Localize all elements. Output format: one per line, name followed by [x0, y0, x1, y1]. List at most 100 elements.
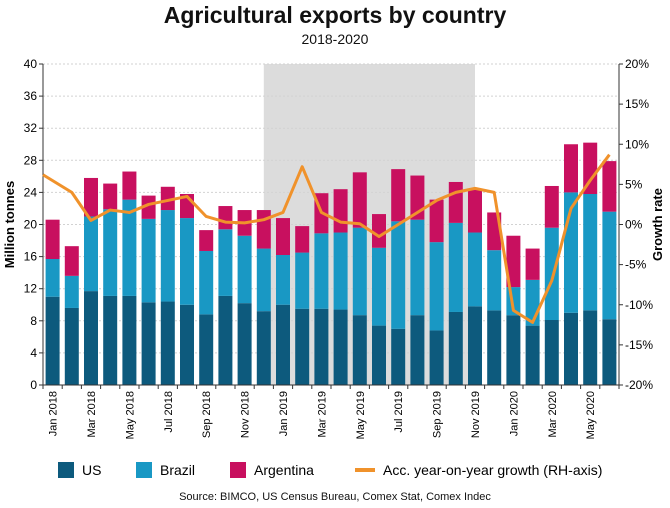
- bar-argentina: [64, 246, 79, 276]
- bar-brazil: [583, 194, 598, 311]
- bar-us: [295, 308, 310, 385]
- bar-brazil: [160, 210, 175, 302]
- bar-us: [506, 315, 521, 385]
- bar-us: [218, 295, 233, 385]
- bar-brazil: [314, 233, 329, 309]
- x-tick-label: May 2019: [355, 391, 367, 439]
- bar-brazil: [218, 229, 233, 296]
- y-tick-label: 0: [30, 378, 37, 392]
- bar-argentina: [84, 177, 98, 217]
- bar-argentina: [352, 172, 367, 228]
- x-tick-label: Mar 2018: [86, 391, 98, 437]
- bar-us: [84, 291, 98, 385]
- bar-argentina: [525, 248, 540, 280]
- y2-tick-label: -20%: [625, 378, 653, 392]
- bar-brazil: [199, 250, 214, 315]
- bar-argentina: [256, 210, 271, 249]
- bar-us: [199, 314, 214, 385]
- y-tick-label: 4: [30, 346, 37, 360]
- bar-brazil: [45, 259, 60, 297]
- bar-us: [160, 301, 175, 385]
- bar-us: [468, 306, 482, 385]
- x-tick-label: May 2018: [124, 391, 136, 439]
- x-tick-label: Sep 2019: [432, 391, 444, 438]
- x-tick-label: Mar 2020: [547, 391, 559, 437]
- legend-swatch: [136, 462, 152, 478]
- y2-tick-label: 15%: [625, 97, 649, 111]
- chart-source: Source: BIMCO, US Census Bureau, Comex S…: [179, 491, 491, 503]
- y2-tick-label: -5%: [625, 258, 647, 272]
- legend-label: Brazil: [160, 462, 195, 478]
- bar-us: [314, 308, 329, 385]
- bar-us: [180, 304, 194, 385]
- bar-us: [448, 311, 463, 385]
- bar-argentina: [141, 195, 156, 219]
- x-tick-label: Jan 2019: [278, 391, 290, 436]
- bar-us: [487, 310, 502, 385]
- bar-brazil: [448, 222, 463, 312]
- bar-argentina: [160, 186, 175, 211]
- bar-us: [429, 330, 444, 385]
- bar-brazil: [544, 227, 559, 320]
- bar-brazil: [122, 199, 137, 296]
- bar-argentina: [295, 226, 310, 253]
- x-tick-label: Jan 2018: [48, 391, 60, 436]
- bar-us: [45, 296, 60, 385]
- y2-tick-label: 0%: [625, 218, 643, 232]
- bar-argentina: [122, 171, 137, 200]
- bar-brazil: [372, 247, 386, 326]
- x-tick-label: Jul 2019: [393, 391, 405, 433]
- x-tick-label: Nov 2018: [240, 391, 252, 438]
- y2-tick-label: -10%: [625, 298, 653, 312]
- bar-argentina: [45, 219, 60, 260]
- legend-label: US: [82, 462, 101, 478]
- y-tick-label: 36: [24, 89, 38, 103]
- legend-swatch: [58, 462, 74, 478]
- bar-us: [391, 328, 406, 385]
- bar-us: [237, 303, 252, 385]
- bar-brazil: [64, 275, 79, 308]
- bar-brazil: [180, 218, 194, 305]
- bar-brazil: [333, 232, 348, 310]
- bar-us: [276, 304, 290, 385]
- y-tick-label: 8: [30, 314, 37, 328]
- bar-us: [602, 319, 617, 385]
- bar-us: [122, 295, 137, 385]
- bar-brazil: [352, 227, 367, 316]
- bar-us: [372, 325, 386, 385]
- bar-brazil: [103, 209, 118, 296]
- bar-argentina: [103, 183, 118, 210]
- bar-brazil: [468, 232, 482, 307]
- chart-title: Agricultural exports by country: [163, 2, 507, 28]
- bar-us: [256, 311, 271, 385]
- x-tick-label: Sep 2018: [201, 391, 213, 438]
- bar-us: [410, 315, 425, 385]
- bar-brazil: [391, 221, 406, 329]
- bar-argentina: [199, 230, 214, 251]
- y2-tick-label: 5%: [625, 177, 643, 191]
- bar-argentina: [372, 214, 386, 248]
- bar-brazil: [429, 242, 444, 331]
- bar-brazil: [237, 235, 252, 304]
- bar-us: [352, 315, 367, 385]
- bar-brazil: [295, 252, 310, 309]
- bar-us: [544, 319, 559, 385]
- bar-argentina: [544, 185, 559, 228]
- bar-argentina: [276, 218, 290, 255]
- y2-tick-label: -15%: [625, 338, 653, 352]
- y-tick-label: 40: [24, 57, 38, 71]
- bar-argentina: [448, 181, 463, 223]
- y-tick-label: 20: [24, 218, 38, 232]
- bar-brazil: [276, 254, 290, 305]
- growth-line: [42, 153, 611, 324]
- x-tick-label: Jan 2020: [508, 391, 520, 436]
- bar-argentina: [429, 199, 444, 243]
- bar-us: [64, 307, 79, 385]
- legend-label: Argentina: [254, 462, 314, 478]
- x-tick-label: Jul 2018: [163, 391, 175, 433]
- bar-brazil: [256, 248, 271, 312]
- bar-us: [583, 310, 598, 385]
- bar-argentina: [468, 189, 482, 233]
- chart-subtitle: 2018-2020: [301, 31, 369, 47]
